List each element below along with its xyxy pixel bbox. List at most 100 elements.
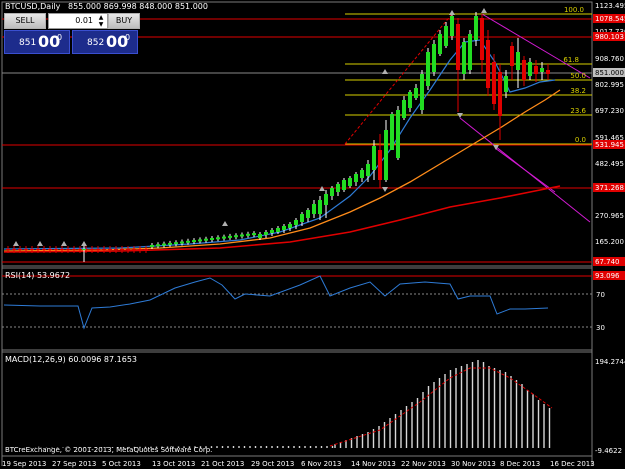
candle-body bbox=[318, 200, 322, 214]
price-tag: 371.268 bbox=[595, 184, 624, 192]
candle-body bbox=[408, 92, 412, 108]
candles bbox=[6, 12, 550, 262]
candle-body bbox=[120, 249, 124, 250]
candle-body bbox=[234, 235, 238, 238]
ma-fast bbox=[3, 39, 556, 250]
candle-body bbox=[372, 146, 376, 170]
candle-body bbox=[288, 224, 292, 228]
candle-body bbox=[426, 52, 430, 86]
candle-body bbox=[216, 237, 220, 240]
candle-body bbox=[384, 130, 388, 180]
copyright: BTCreExchange, © 2001-2013, MetaQuotes S… bbox=[5, 446, 212, 454]
macd-label: MACD(12,26,9) 60.0096 87.1653 bbox=[5, 355, 137, 364]
candle-body bbox=[18, 249, 22, 250]
candle-body bbox=[198, 239, 202, 242]
candle-body bbox=[82, 249, 86, 250]
candle-body bbox=[126, 249, 130, 250]
candle-body bbox=[210, 238, 214, 240]
rsi-label: RSI(14) 53.9672 bbox=[5, 271, 70, 280]
price-axis-label: 482.495 bbox=[595, 160, 624, 168]
fibo-label-618: 61.8 bbox=[563, 56, 579, 64]
date-axis-label: 19 Sep 2013 bbox=[2, 460, 46, 468]
candle-body bbox=[168, 242, 172, 245]
fibo-label-0: 0.0 bbox=[575, 136, 586, 144]
candle-body bbox=[72, 249, 76, 250]
candle-body bbox=[468, 34, 472, 70]
candle-body bbox=[324, 194, 328, 205]
candle-body bbox=[186, 240, 190, 243]
candle-body bbox=[258, 234, 262, 238]
sell-price-box[interactable]: 851 00 0 bbox=[4, 30, 70, 54]
candle-body bbox=[342, 180, 346, 190]
candle-body bbox=[114, 249, 118, 250]
candle-body bbox=[66, 249, 70, 250]
price-tag: 980.103 bbox=[595, 33, 624, 41]
candle-body bbox=[222, 236, 226, 239]
price-tag: 851.000 bbox=[595, 69, 624, 77]
rsi-line bbox=[3, 275, 549, 330]
one-click-trading-panel: SELL 0.01 ▲ ▼ BUY 851 00 0 852 00 0 bbox=[4, 13, 140, 54]
candle-body bbox=[180, 241, 184, 244]
date-axis-label: 27 Sep 2013 bbox=[52, 460, 96, 468]
date-axis-label: 8 Dec 2013 bbox=[500, 460, 540, 468]
candle-body bbox=[42, 249, 46, 250]
buy-button[interactable]: BUY bbox=[108, 13, 140, 29]
ma-slow bbox=[3, 89, 561, 252]
macd-histogram bbox=[12, 360, 551, 448]
candle-body bbox=[96, 249, 100, 250]
date-axis-label: 5 Oct 2013 bbox=[102, 460, 141, 468]
candle-body bbox=[510, 46, 514, 66]
candle-body bbox=[294, 220, 298, 225]
date-axis-label: 22 Nov 2013 bbox=[401, 460, 446, 468]
fibo-baseline bbox=[344, 13, 453, 145]
date-axis-label: 13 Oct 2013 bbox=[152, 460, 195, 468]
fibo-label-236: 23.6 bbox=[570, 107, 586, 115]
candle-body bbox=[162, 243, 166, 246]
price-axis-label: 270.965 bbox=[595, 212, 624, 220]
candle-body bbox=[252, 233, 256, 236]
lots-input[interactable]: 0.01 ▲ ▼ bbox=[48, 13, 108, 29]
candle-body bbox=[264, 232, 268, 235]
candle-body bbox=[480, 18, 484, 60]
price-axis-label: 591.465 bbox=[595, 134, 624, 142]
date-axis-label: 29 Oct 2013 bbox=[251, 460, 294, 468]
macd-panel-border bbox=[1, 351, 593, 457]
date-axis-label: 16 Dec 2013 bbox=[550, 460, 595, 468]
date-axis-label: 30 Nov 2013 bbox=[451, 460, 496, 468]
candle-body bbox=[486, 40, 490, 88]
candle-body bbox=[138, 249, 142, 250]
candle-body bbox=[24, 249, 28, 250]
candle-body bbox=[330, 188, 334, 196]
candle-body bbox=[534, 66, 538, 74]
buy-price-box[interactable]: 852 00 0 bbox=[72, 30, 138, 54]
candle-body bbox=[492, 62, 496, 104]
candle-body bbox=[336, 184, 340, 192]
lots-stepper-icon[interactable]: ▲ ▼ bbox=[98, 14, 104, 28]
candle-body bbox=[132, 249, 136, 250]
candle-body bbox=[414, 88, 418, 98]
candle-body bbox=[204, 238, 208, 241]
fractal-arrows bbox=[13, 8, 499, 246]
candle-body bbox=[432, 44, 436, 72]
fibo-lines bbox=[345, 13, 592, 145]
sell-button[interactable]: SELL bbox=[4, 13, 46, 29]
candle-body bbox=[360, 170, 364, 178]
macd-axis-label: -9.4622 bbox=[595, 447, 622, 455]
candle-body bbox=[246, 233, 250, 236]
chart-title: BTCUSD,Daily bbox=[5, 2, 61, 11]
candle-body bbox=[474, 16, 478, 40]
candle-body bbox=[156, 244, 160, 247]
candle-body bbox=[228, 235, 232, 238]
price-axis-label: 802.995 bbox=[595, 81, 624, 89]
candle-body bbox=[366, 164, 370, 176]
macd-signal bbox=[329, 367, 553, 447]
candle-body bbox=[462, 42, 466, 74]
candle-body bbox=[546, 70, 550, 74]
candle-body bbox=[444, 26, 448, 46]
price-tag: 531.945 bbox=[595, 141, 624, 149]
candle-body bbox=[192, 240, 196, 243]
candle-body bbox=[108, 249, 112, 250]
candle-body bbox=[402, 100, 406, 118]
price-axis-label: 908.760 bbox=[595, 55, 624, 63]
